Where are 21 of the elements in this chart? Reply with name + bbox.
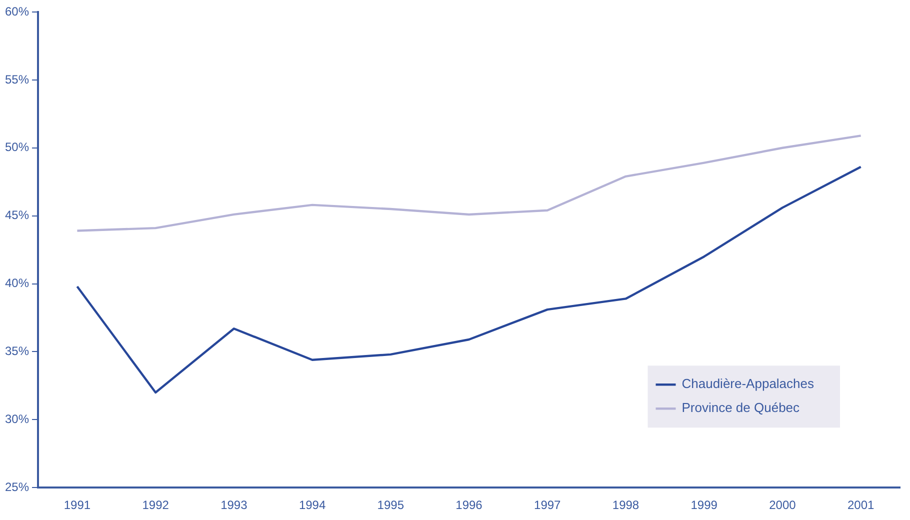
x-tick-label: 1995 [377, 498, 404, 512]
x-tick-label: 2000 [769, 498, 796, 512]
x-tick-label: 1991 [64, 498, 91, 512]
x-tick-label: 1993 [220, 498, 248, 512]
x-tick-label: 1999 [690, 498, 718, 512]
y-tick-label: 35% [4, 344, 30, 358]
y-tick-label: 45% [4, 208, 30, 222]
y-tick-label: 50% [4, 140, 30, 154]
x-tick-label: 1992 [142, 498, 170, 512]
legend-label: Chaudière-Appalaches [682, 376, 814, 392]
y-tick-label: 60% [4, 4, 30, 18]
x-tick-label: 1996 [456, 498, 483, 512]
y-tick-label: 25% [4, 480, 30, 494]
x-tick-label: 2001 [847, 498, 874, 512]
y-tick-label: 30% [4, 412, 30, 426]
y-tick-label: 40% [4, 276, 30, 290]
y-tick-label: 55% [4, 72, 30, 86]
x-tick-label: 1997 [534, 498, 562, 512]
legend-label: Province de Québec [682, 400, 800, 416]
x-tick-label: 1994 [298, 498, 326, 512]
x-tick-label: 1998 [612, 498, 640, 512]
